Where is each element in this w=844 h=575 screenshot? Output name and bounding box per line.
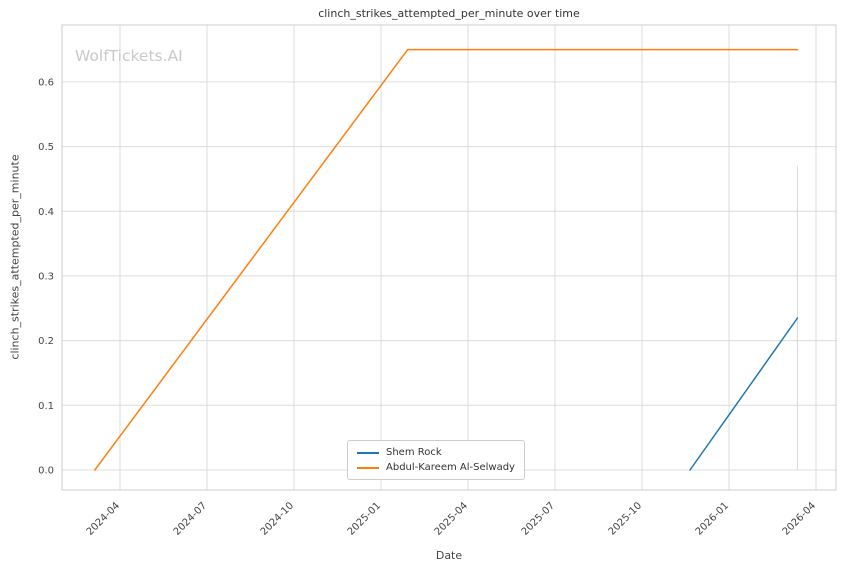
x-tick-label: 2025-04	[433, 500, 470, 537]
y-tick-label: 0.0	[38, 465, 54, 476]
y-tick-label: 0.4	[38, 207, 54, 218]
x-tick-label: 2026-01	[694, 500, 731, 537]
x-tick-label: 2024-10	[259, 500, 296, 537]
legend: Shem Rock Abdul-Kareem Al-Selwady	[347, 440, 525, 480]
x-tick-label: 2024-04	[85, 500, 122, 537]
x-tick-label: 2025-01	[346, 500, 383, 537]
series-line-abdul-kareem-al-selwady	[94, 48, 799, 471]
x-axis-label: Date	[435, 549, 463, 562]
x-tick-label: 2025-10	[607, 500, 644, 537]
y-tick-label: 0.6	[38, 77, 54, 88]
legend-item-abdul-kareem: Abdul-Kareem Al-Selwady	[357, 462, 515, 473]
y-tick-label: 0.5	[38, 142, 54, 153]
x-tick-label: 2024-07	[172, 500, 209, 537]
legend-line-swatch-blue	[357, 451, 379, 454]
series-line-shem-rock	[689, 317, 799, 471]
legend-item-shem-rock: Shem Rock	[357, 447, 515, 458]
y-tick-label: 0.3	[38, 271, 54, 282]
chart-title: clinch_strikes_attempted_per_minute over…	[318, 7, 580, 20]
y-tick-label: 0.2	[38, 336, 54, 347]
plot-border	[61, 24, 837, 491]
y-tick-label: 0.1	[38, 401, 54, 412]
y-axis-label: clinch_strikes_attempted_per_minute	[8, 154, 22, 360]
legend-line-swatch-orange	[357, 466, 379, 469]
x-tick-label: 2026-04	[781, 500, 818, 537]
legend-label: Shem Rock	[386, 447, 442, 458]
legend-label: Abdul-Kareem Al-Selwady	[386, 462, 515, 473]
x-tick-label: 2025-07	[520, 500, 557, 537]
watermark: WolfTickets.AI	[75, 47, 183, 65]
